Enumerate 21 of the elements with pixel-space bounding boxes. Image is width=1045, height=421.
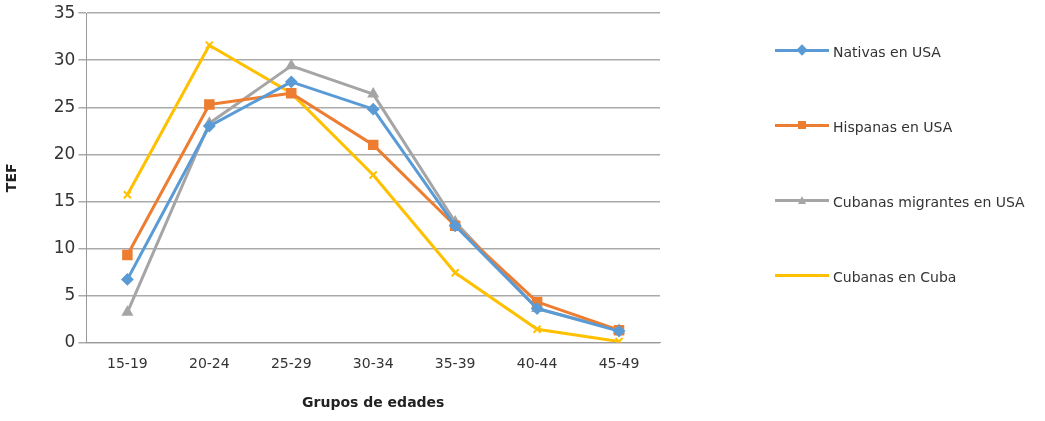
x-tick-label: 35-39	[434, 355, 476, 372]
y-tick-label: 5	[64, 283, 76, 304]
y-tick-label: 0	[64, 330, 76, 351]
x-tick-label: 30-34	[352, 355, 394, 372]
y-tick-label: 25	[53, 95, 76, 116]
legend-label: Cubanas migrantes en USA	[833, 193, 1025, 212]
x-tick-label: 20-24	[189, 355, 230, 372]
x-axis-title: Grupos de edades	[302, 394, 445, 411]
y-axis-title: TEF	[3, 163, 20, 193]
legend-label: Cubanas en Cuba	[833, 268, 957, 287]
y-tick-label: 15	[53, 189, 76, 210]
x-tick-label: 25-29	[270, 355, 312, 372]
y-tick-label: 20	[53, 142, 76, 163]
legend-label: Hispanas en USA	[833, 118, 953, 137]
x-tick-label: 15-19	[107, 355, 148, 372]
legend-label: Nativas en USA	[833, 43, 941, 62]
y-tick-label: 35	[53, 1, 76, 22]
y-tick-label: 30	[53, 48, 76, 69]
y-tick-label: 10	[53, 236, 76, 257]
x-tick-label: 40-44	[516, 355, 558, 372]
x-tick-label: 45-49	[598, 355, 640, 372]
